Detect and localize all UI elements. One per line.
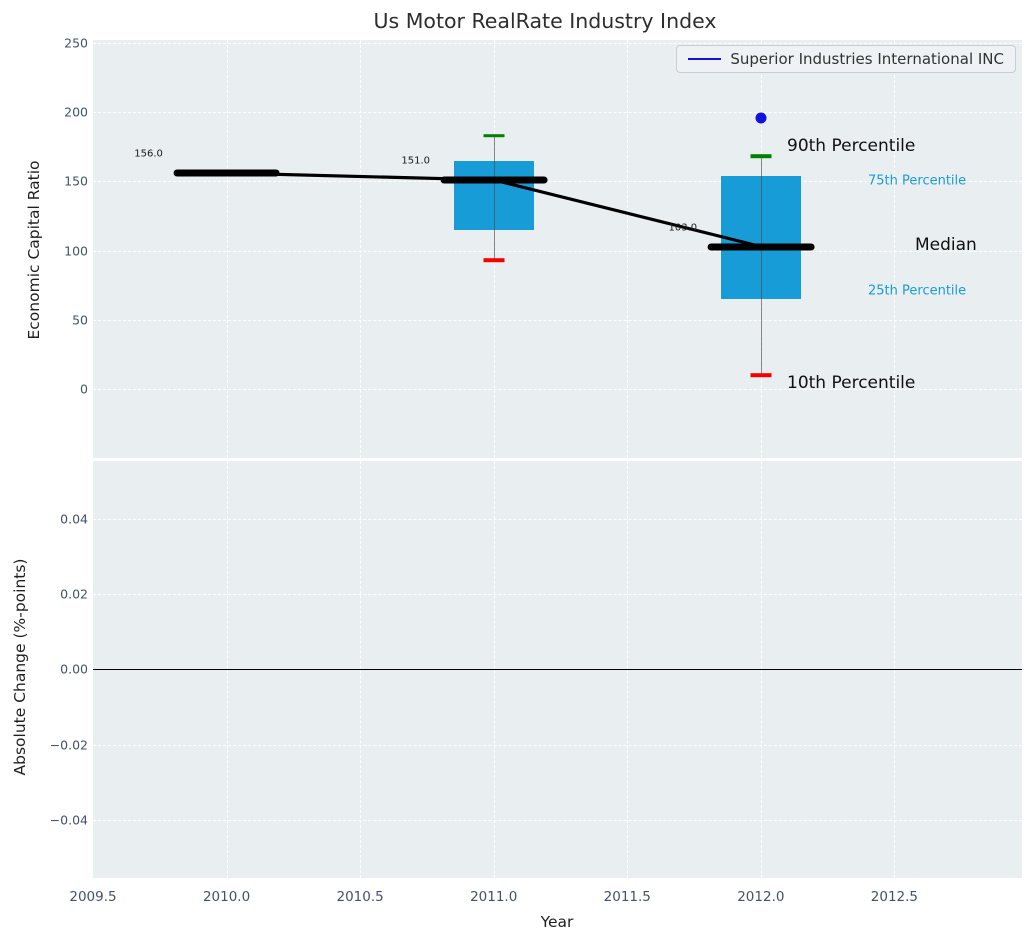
x-tick-label: 2012.0: [737, 889, 785, 905]
median-trend-line: [224, 171, 763, 249]
x-tick-label: 2012.5: [870, 889, 919, 905]
median-value-label: 156.0: [134, 148, 163, 160]
legend-label: Superior Industries International INC: [730, 50, 1004, 68]
median-value-label: 151.0: [401, 155, 431, 167]
gridline-horizontal: [93, 744, 1022, 746]
y-tick-label: 250: [64, 35, 88, 51]
bottom-axes: [93, 461, 1022, 878]
p75-label: 75th Percentile: [868, 173, 967, 189]
gridline-vertical: [226, 40, 228, 458]
median-bar: [440, 176, 548, 184]
y-tick-label: 100: [64, 243, 88, 259]
p10-cap: [483, 258, 505, 263]
y-tick-label: 50: [72, 312, 88, 328]
legend-line-swatch: [688, 58, 722, 60]
gridline-horizontal: [93, 820, 1022, 821]
iqr-box: [720, 175, 801, 300]
gridline-horizontal: [93, 319, 1022, 321]
gridline-horizontal: [93, 593, 1022, 595]
gridline-horizontal: [93, 389, 1022, 391]
x-axis-label: Year: [540, 913, 574, 931]
median-value-label: 103.0: [668, 222, 698, 233]
y-tick-label: 200: [64, 104, 88, 120]
gridline-horizontal: [93, 181, 1022, 183]
gridline-vertical: [360, 40, 362, 458]
top-axes: Superior Industries International INC 90…: [93, 40, 1022, 458]
zero-line: [93, 669, 1022, 671]
gridline-horizontal: [93, 250, 1022, 252]
p90-cap: [483, 133, 505, 138]
legend: Superior Industries International INC: [676, 45, 1016, 73]
x-tick-label: 2009.5: [69, 889, 117, 905]
gridline-horizontal: [93, 112, 1022, 114]
whisker-line: [760, 156, 762, 376]
y-tick-label: 0: [80, 381, 88, 397]
y-tick-label: 0.02: [60, 586, 88, 602]
median-bar: [173, 169, 280, 177]
p90-label: 90th Percentile: [787, 136, 916, 156]
y-tick-label: −0.04: [49, 812, 88, 828]
p25-label: 25th Percentile: [868, 283, 967, 299]
gridline-vertical: [894, 40, 896, 458]
p90-cap: [750, 154, 772, 159]
gridline-horizontal: [93, 42, 1022, 44]
median-bar: [707, 243, 815, 250]
iqr-box: [453, 160, 534, 230]
x-tick-label: 2011.5: [603, 889, 651, 905]
y-tick-label: −0.02: [49, 737, 88, 753]
chart-title: Us Motor RealRate Industry Index: [373, 9, 717, 33]
x-tick-label: 2010.0: [202, 889, 251, 905]
company-point: [755, 112, 767, 124]
p10-label: 10th Percentile: [787, 373, 916, 393]
x-tick-label: 2010.5: [336, 889, 384, 905]
y-tick-label: 0.04: [60, 511, 88, 527]
y-tick-label: 0.00: [60, 661, 88, 677]
median-label: Median: [915, 235, 977, 255]
y-tick-label: 150: [64, 173, 88, 189]
gridline-vertical: [627, 40, 629, 458]
whisker-line: [493, 135, 495, 261]
gridline-horizontal: [93, 518, 1022, 520]
x-tick-label: 2011.0: [470, 889, 518, 905]
p10-cap: [750, 373, 772, 378]
